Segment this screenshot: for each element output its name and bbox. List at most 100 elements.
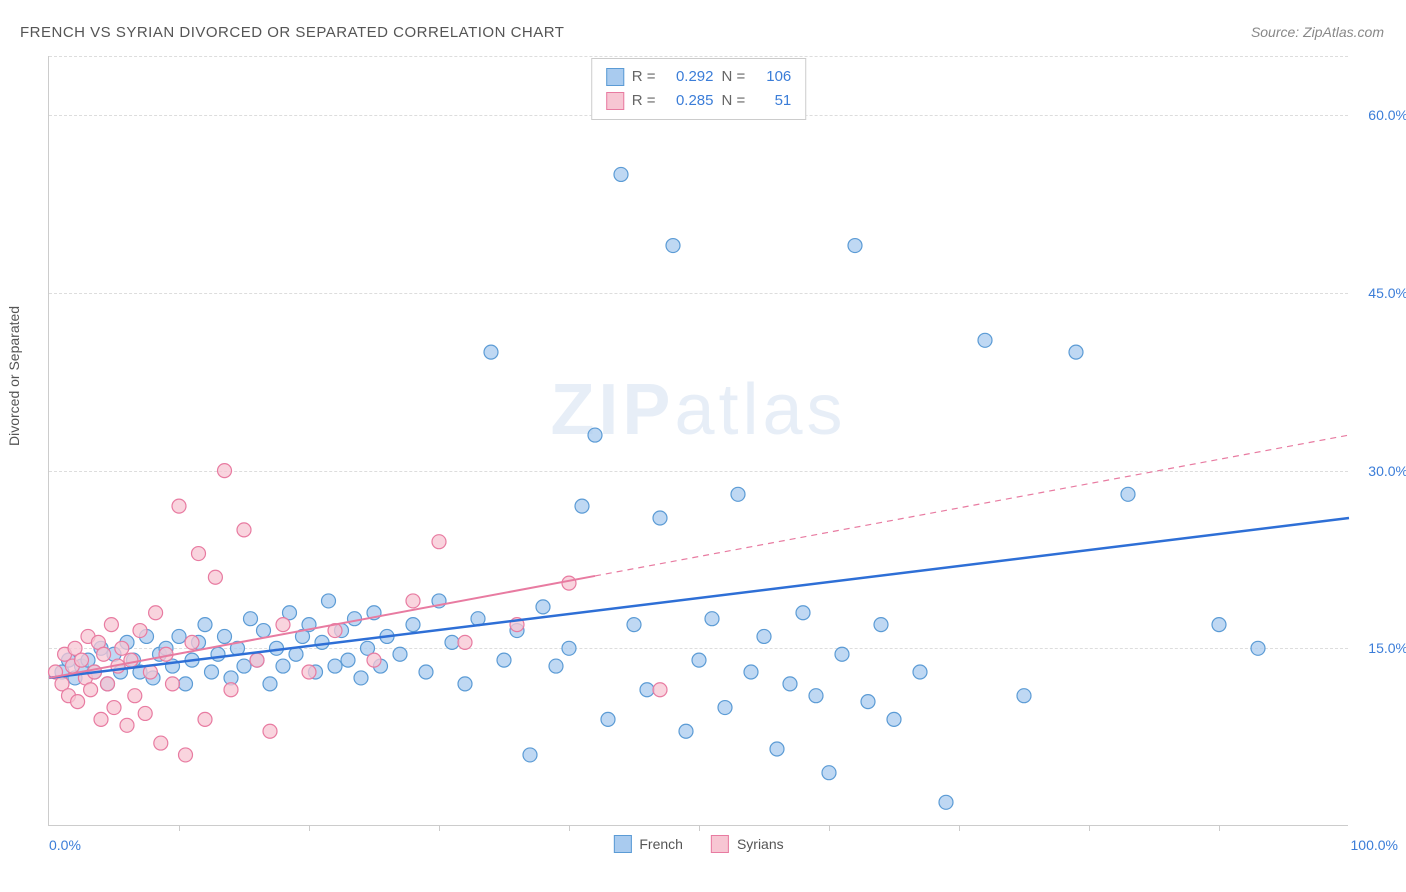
chart-title: FRENCH VS SYRIAN DIVORCED OR SEPARATED C… [20,24,564,41]
data-point [523,748,537,762]
data-point [276,659,290,673]
data-point [705,612,719,626]
data-point [614,167,628,181]
r-value: 0.292 [664,65,714,89]
data-point [770,742,784,756]
stats-legend: R =0.292N =106R =0.285N =51 [591,58,807,120]
data-point [822,766,836,780]
data-point [1069,345,1083,359]
bottom-legend: French Syrians [613,835,783,853]
data-point [432,535,446,549]
x-axis-min-label: 0.0% [49,837,81,853]
data-point [328,659,342,673]
bottom-legend-item: Syrians [711,835,784,853]
data-point [1212,618,1226,632]
data-point [149,606,163,620]
data-point [588,428,602,442]
data-point [458,635,472,649]
data-point [218,629,232,643]
n-label: N = [722,65,746,89]
data-point [172,499,186,513]
data-point [562,641,576,655]
data-point [640,683,654,697]
legend-label: French [639,836,683,852]
data-point [1017,689,1031,703]
data-point [848,239,862,253]
data-point [263,677,277,691]
data-point [978,333,992,347]
x-tick [179,825,180,831]
data-point [179,748,193,762]
data-point [154,736,168,750]
data-point [166,677,180,691]
n-value: 106 [753,65,791,89]
data-point [341,653,355,667]
data-point [1121,487,1135,501]
legend-swatch [606,68,624,86]
data-point [257,624,271,638]
data-point [549,659,563,673]
data-point [101,677,115,691]
data-point [71,695,85,709]
data-point [276,618,290,632]
data-point [354,671,368,685]
data-point [107,701,121,715]
r-label: R = [632,65,656,89]
y-tick-label: 30.0% [1368,463,1406,479]
n-label: N = [722,89,746,113]
data-point [653,511,667,525]
data-point [796,606,810,620]
r-label: R = [632,89,656,113]
legend-label: Syrians [737,836,784,852]
source-credit: Source: ZipAtlas.com [1251,24,1384,40]
data-point [263,724,277,738]
data-point [237,523,251,537]
data-point [104,618,118,632]
data-point [244,612,258,626]
data-point [115,641,129,655]
data-point [315,635,329,649]
data-point [562,576,576,590]
legend-swatch [613,835,631,853]
x-tick [959,825,960,831]
x-tick [569,825,570,831]
data-point [887,712,901,726]
data-point [692,653,706,667]
data-point [783,677,797,691]
data-point [198,712,212,726]
data-point [97,647,111,661]
data-point [406,618,420,632]
x-tick [1089,825,1090,831]
x-tick [699,825,700,831]
plot-area: ZIPatlas 15.0%30.0%45.0%60.0% 0.0% 100.0… [48,56,1348,826]
data-point [861,695,875,709]
data-point [666,239,680,253]
data-point [601,712,615,726]
data-point [627,618,641,632]
data-point [211,647,225,661]
data-point [224,683,238,697]
n-value: 51 [753,89,791,113]
data-point [205,665,219,679]
x-tick [1219,825,1220,831]
x-axis-max-label: 100.0% [1351,837,1398,853]
source-label: Source: [1251,24,1299,40]
data-point [575,499,589,513]
data-point [653,683,667,697]
data-point [218,464,232,478]
y-axis-title: Divorced or Separated [6,306,22,446]
plot-svg [49,56,1348,825]
bottom-legend-item: French [613,835,683,853]
data-point [835,647,849,661]
data-point [172,629,186,643]
data-point [484,345,498,359]
data-point [198,618,212,632]
x-tick [829,825,830,831]
x-tick [439,825,440,831]
data-point [192,547,206,561]
source-link[interactable]: ZipAtlas.com [1303,24,1384,40]
data-point [250,653,264,667]
data-point [874,618,888,632]
data-point [458,677,472,691]
data-point [75,653,89,667]
